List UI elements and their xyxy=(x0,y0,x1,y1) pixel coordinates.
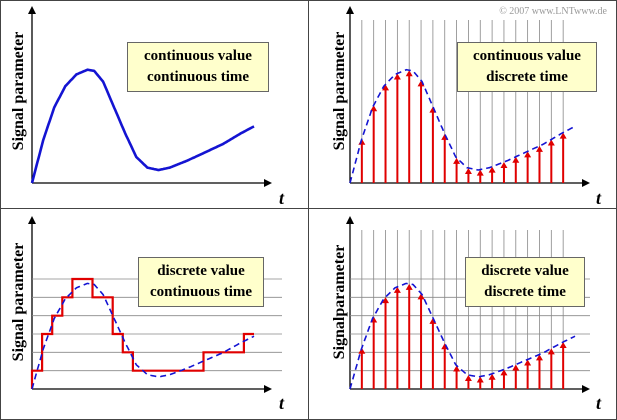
panel-4-sample-arrow-icon xyxy=(393,286,401,293)
panel-1-continuous-signal xyxy=(30,68,255,184)
panel-4-sample-arrow-icon xyxy=(512,364,520,371)
panel-2-sample-arrow-icon xyxy=(476,169,484,176)
panel-3-quantized-signal xyxy=(30,277,254,389)
panel-4-sample-arrow-icon xyxy=(547,348,555,355)
panel-2-sample-arrow-icon xyxy=(559,132,567,139)
panel-2-sample-arrow-icon xyxy=(405,70,413,77)
panel-2-sample-arrow-icon xyxy=(370,105,378,112)
panel-3-x-axis-label: t xyxy=(279,393,285,413)
panel-4-sample-arrow-icon xyxy=(382,297,390,304)
panel-2-sample-arrow-icon xyxy=(535,145,543,152)
panel-2-sample-arrow-icon xyxy=(453,157,461,164)
panel-3-dashed-signal xyxy=(31,282,255,390)
panel-4-sample-arrow-icon xyxy=(559,341,567,348)
panel-4-y-axis-label: Signalparameter xyxy=(331,244,348,360)
panel-4-y-axis-arrow-icon xyxy=(346,216,354,224)
panel-4-sample-arrow-icon xyxy=(417,293,425,300)
panel-3-caption-line-2: continuous time xyxy=(149,284,253,300)
panel-4-sample-arrow-icon xyxy=(453,365,461,372)
panel-1-y-axis-arrow-icon xyxy=(28,6,36,14)
panel-2-x-axis-label: t xyxy=(596,188,602,208)
panel-2-sample-arrow-icon xyxy=(512,156,520,163)
panel-2-y-axis-label: Signal parameter xyxy=(331,31,348,151)
panel-3-caption-box: discrete value continuous time xyxy=(138,257,264,307)
copyright-notice: © 2007 www.LNTwww.de xyxy=(499,6,607,17)
panel-4-sample-arrow-icon xyxy=(500,369,508,376)
panel-2-sample-arrow-icon xyxy=(464,167,472,174)
panel-1-y-axis-label: Signal parameter xyxy=(10,31,27,151)
panel-4-caption-box: discrete value discrete time xyxy=(465,257,585,307)
panel-3-y-axis-label: Signal parameter xyxy=(10,242,27,362)
panel-4-x-axis-arrow-icon xyxy=(582,385,590,393)
panel-4-sample-arrow-icon xyxy=(358,347,366,354)
panel-3-y-axis-arrow-icon xyxy=(28,216,36,224)
panel-4-caption-line-1: discrete value xyxy=(481,263,569,279)
panel-4-sample-arrow-icon xyxy=(488,373,496,380)
panel-2-sample-arrow-icon xyxy=(524,151,532,158)
panel-4-caption-line-2: discrete time xyxy=(484,284,566,300)
panel-4-x-axis-label: t xyxy=(596,393,602,413)
panel-1-caption-box: continuous value continuous time xyxy=(127,42,269,92)
panel-4-dashed-signal xyxy=(349,282,576,390)
panel-2-dashed-signal xyxy=(349,68,576,184)
panel-2-caption-box: continuous value discrete time xyxy=(457,42,597,92)
panel-3-caption-line-1: discrete value xyxy=(157,263,245,279)
panel-2-sample-arrow-icon xyxy=(547,139,555,146)
panel-1-caption-line-2: continuous time xyxy=(146,69,250,85)
panel-2-y-axis-arrow-icon xyxy=(346,6,354,14)
panel-1-x-axis-label: t xyxy=(279,188,285,208)
panel-2-sample-arrow-icon xyxy=(393,73,401,80)
panel-4-sample-arrow-icon xyxy=(524,359,532,366)
panel-1-caption-line-1: continuous value xyxy=(144,48,252,64)
panel-4-sample-arrow-icon xyxy=(405,283,413,290)
panel-2-x-axis-arrow-icon xyxy=(582,179,590,187)
panel-2-sample-arrow-icon xyxy=(382,84,390,91)
panel-4-sample-arrow-icon xyxy=(476,376,484,383)
panel-4-sample-arrow-icon xyxy=(535,354,543,361)
panel-2-caption-line-2: discrete time xyxy=(486,69,568,85)
panel-3-x-axis-arrow-icon xyxy=(264,385,272,393)
panel-1-x-axis-arrow-icon xyxy=(264,179,272,187)
panel-2-caption-line-1: continuous value xyxy=(473,48,581,64)
panel-2-sample-arrow-icon xyxy=(500,161,508,168)
panel-4-sample-arrow-icon xyxy=(464,374,472,381)
panel-2-sample-arrow-icon xyxy=(488,166,496,173)
